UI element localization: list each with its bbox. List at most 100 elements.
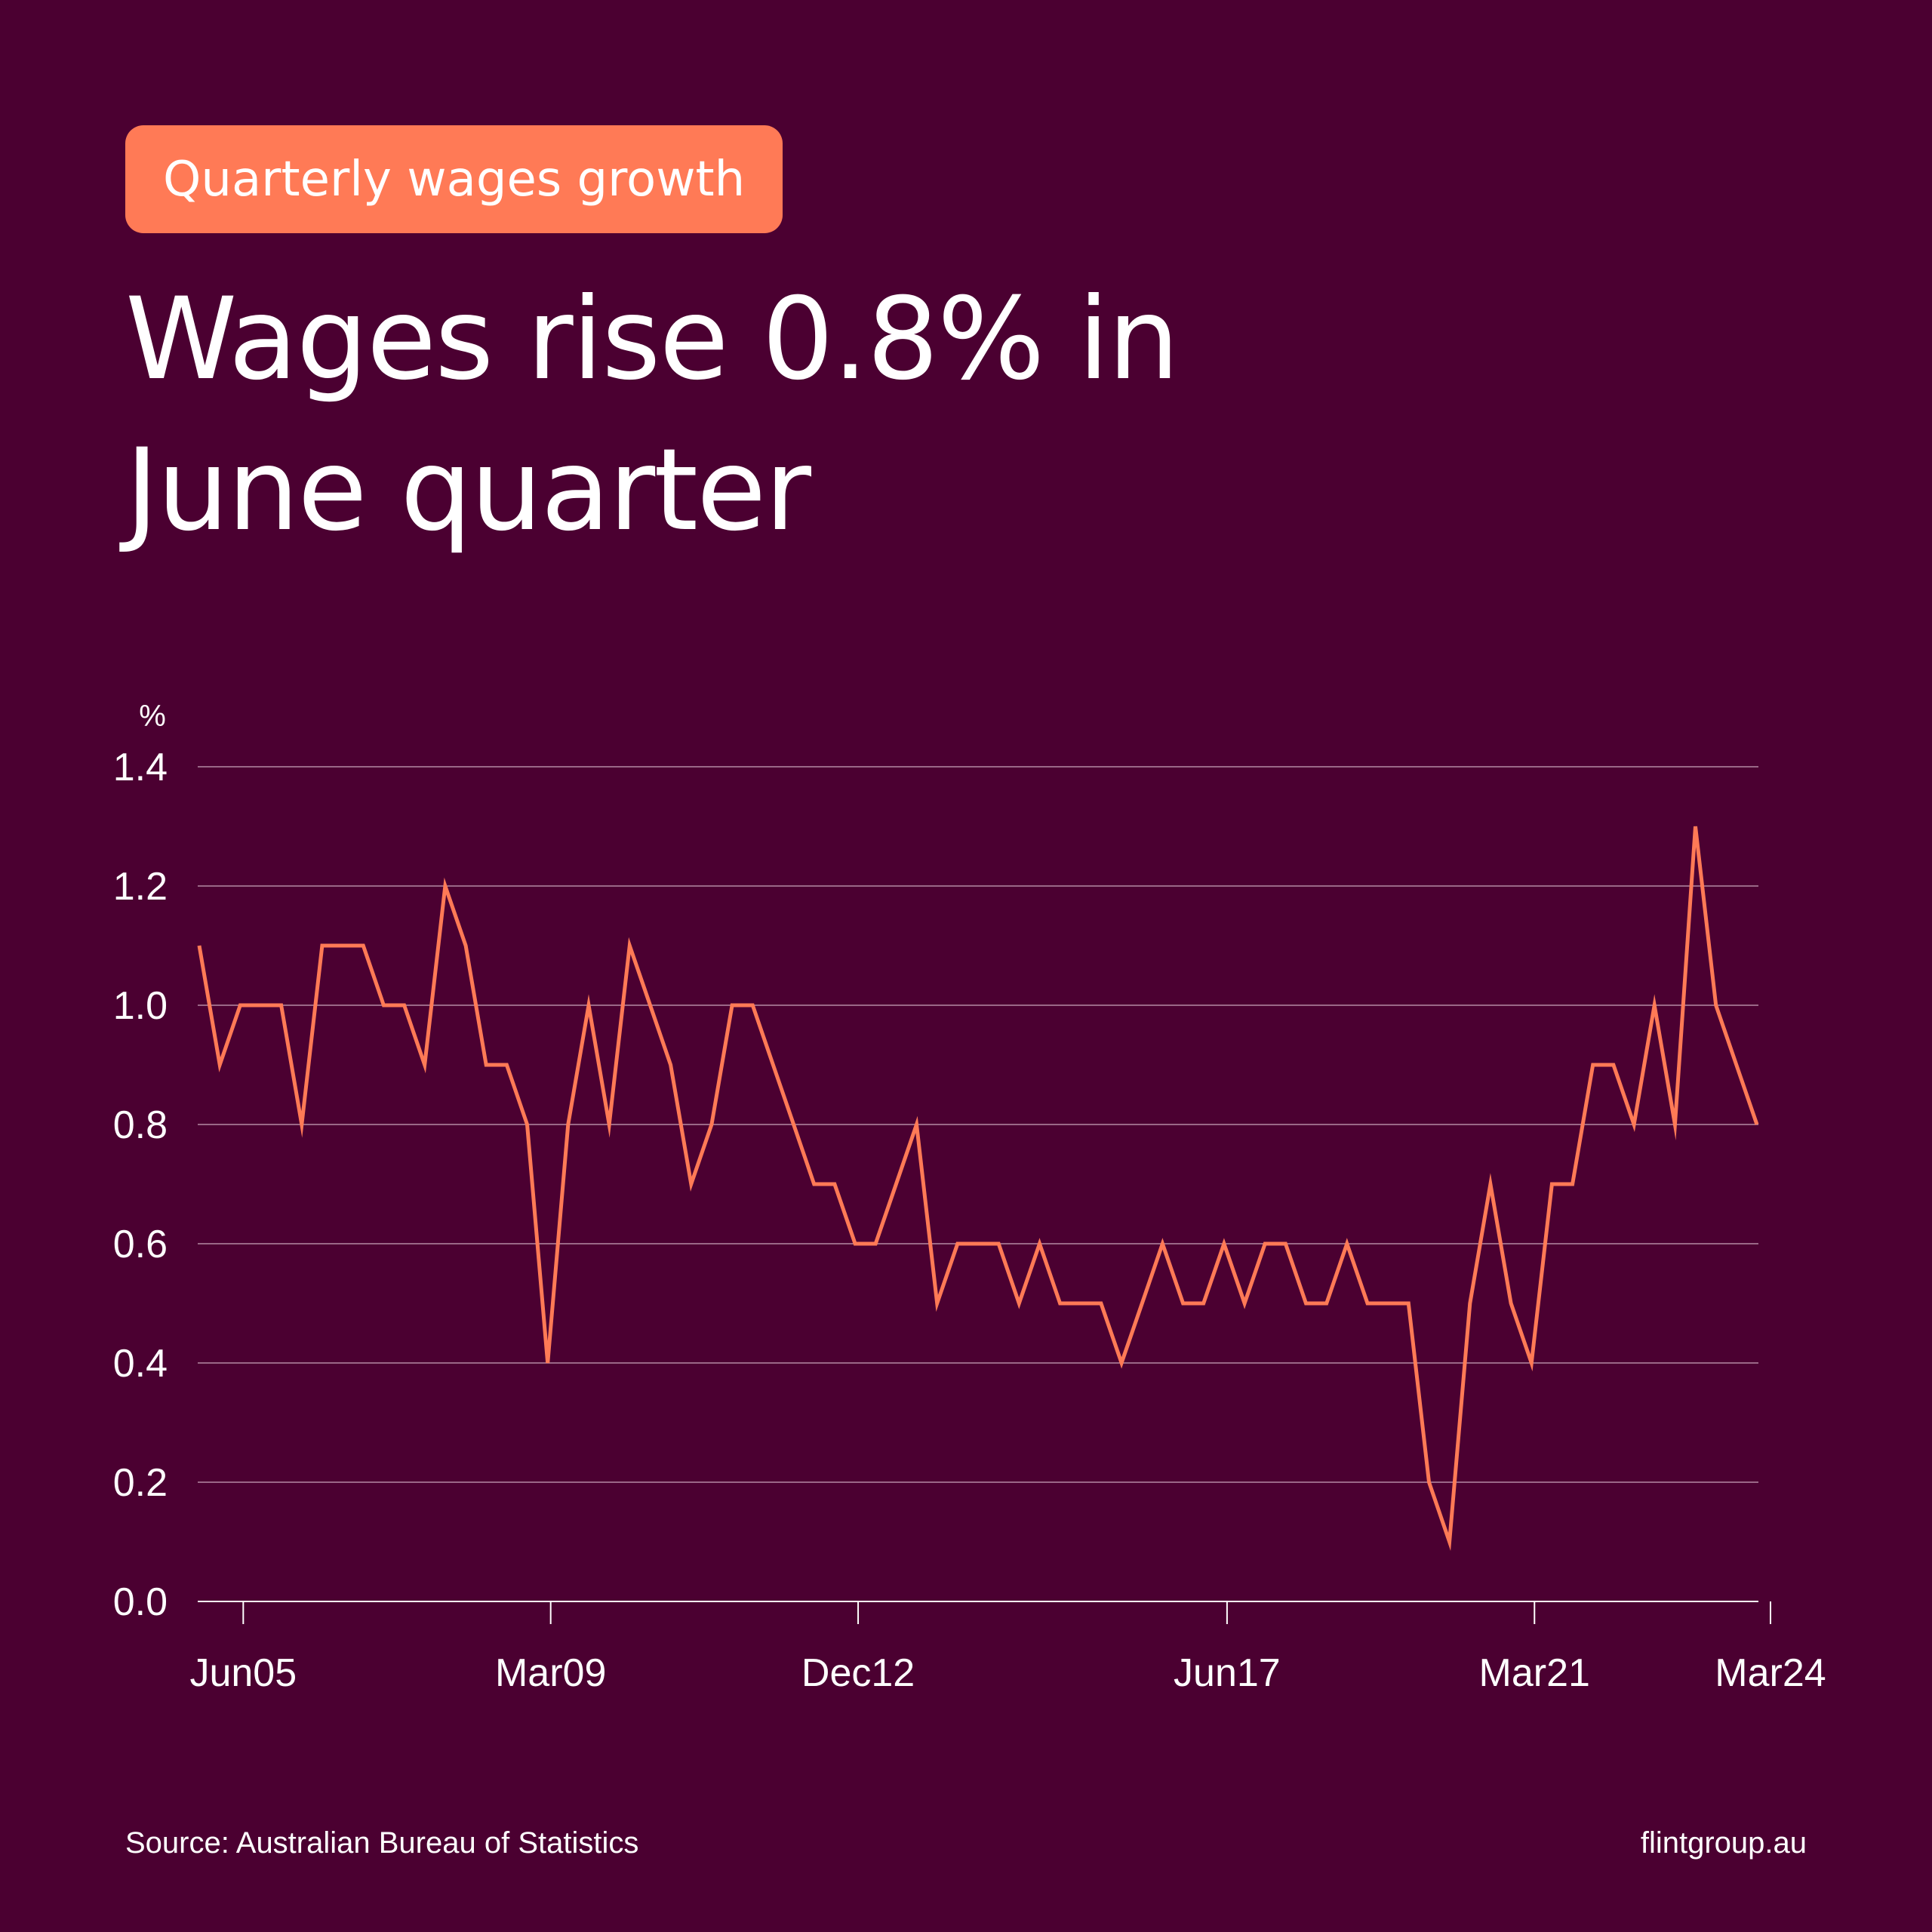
data-point <box>1345 1241 1349 1246</box>
y-tick-label: 1.0 <box>113 984 168 1028</box>
page-title: Wages rise 0.8% in June quarter <box>125 264 1786 566</box>
data-point <box>1529 1361 1534 1365</box>
data-point <box>730 1003 734 1008</box>
x-tick-label: Mar21 <box>1479 1651 1590 1695</box>
data-point <box>1017 1301 1021 1306</box>
data-point <box>894 1182 898 1186</box>
x-tick-label: Mar09 <box>495 1651 606 1695</box>
axis-layer: 0.0 0.2 0.4 0.6 0.8 1.0 1.2 1.4% Jun05 Mar09 Dec12… <box>113 700 1826 1695</box>
data-point <box>423 1063 427 1067</box>
data-point <box>832 1182 837 1186</box>
data-point <box>607 1122 611 1127</box>
data-point <box>1672 1122 1677 1127</box>
data-point <box>750 1003 755 1008</box>
data-point <box>915 1122 919 1127</box>
data-point <box>771 1063 775 1067</box>
data-point <box>1263 1241 1267 1246</box>
data-point <box>1549 1182 1554 1186</box>
title-line-1: Wages rise 0.8% in <box>125 274 1180 405</box>
site-link[interactable]: flintgroup.au <box>1640 1826 1807 1860</box>
data-point <box>1181 1301 1186 1306</box>
data-point <box>1304 1301 1309 1306</box>
data-point <box>873 1241 878 1246</box>
data-point <box>402 1003 407 1008</box>
data-point <box>1611 1063 1616 1067</box>
data-point <box>1571 1182 1575 1186</box>
data-point <box>648 1003 652 1008</box>
series-line-wages-growth <box>197 826 1759 1552</box>
data-point <box>238 1003 242 1008</box>
y-tick-label: 0.8 <box>113 1103 168 1147</box>
data-point <box>300 1122 304 1127</box>
data-point <box>1426 1480 1431 1484</box>
data-point <box>1058 1301 1063 1306</box>
data-point <box>525 1122 530 1127</box>
data-point <box>1406 1301 1411 1306</box>
data-point <box>484 1063 488 1067</box>
x-tick-label: Mar24 <box>1715 1651 1826 1695</box>
y-tick-label: 0.2 <box>113 1461 168 1505</box>
data-point <box>1386 1301 1390 1306</box>
source-note: Source: Australian Bureau of Statistics <box>125 1826 639 1860</box>
data-point <box>853 1241 857 1246</box>
data-point <box>320 943 325 948</box>
data-point <box>1201 1301 1206 1306</box>
data-point <box>689 1182 694 1186</box>
data-point <box>586 1003 591 1008</box>
data-point <box>709 1122 714 1127</box>
data-point <box>935 1301 940 1306</box>
data-point <box>1468 1301 1472 1306</box>
data-point <box>504 1063 509 1067</box>
category-badge: Quarterly wages growth <box>125 125 783 233</box>
data-point <box>1140 1301 1144 1306</box>
data-point <box>1447 1540 1452 1544</box>
x-tick-label: Jun05 <box>189 1651 297 1695</box>
x-tick-label: Jun17 <box>1174 1651 1281 1695</box>
data-point <box>546 1361 550 1365</box>
data-point <box>1652 1003 1657 1008</box>
data-point <box>197 943 202 948</box>
data-point <box>627 943 632 948</box>
data-point <box>996 1241 1001 1246</box>
data-point <box>1242 1301 1247 1306</box>
data-point <box>566 1122 571 1127</box>
y-tick-label: 0.4 <box>113 1342 168 1386</box>
data-point <box>1222 1241 1226 1246</box>
y-tick-label: 1.2 <box>113 865 168 909</box>
y-tick-label: 0.0 <box>113 1580 168 1624</box>
title-line-2: June quarter <box>125 425 811 556</box>
data-point <box>1694 824 1698 829</box>
data-point <box>1283 1241 1287 1246</box>
data-point <box>258 1003 263 1008</box>
series-layer <box>197 824 1759 1552</box>
data-point <box>1160 1241 1164 1246</box>
y-tick-label: 0.6 <box>113 1223 168 1266</box>
y-tick-label: 1.4 <box>113 746 168 789</box>
data-point <box>443 884 448 888</box>
data-point <box>217 1063 222 1067</box>
data-point <box>1488 1182 1493 1186</box>
data-point <box>340 943 345 948</box>
data-point <box>463 943 468 948</box>
data-point <box>1632 1122 1636 1127</box>
data-point <box>1324 1301 1329 1306</box>
data-point <box>1037 1241 1041 1246</box>
data-point <box>1755 1122 1759 1127</box>
data-point <box>669 1063 673 1067</box>
data-point <box>1365 1301 1370 1306</box>
data-point <box>1099 1301 1103 1306</box>
data-point <box>381 1003 386 1008</box>
y-axis-unit-label: % <box>139 700 166 733</box>
data-point <box>955 1241 960 1246</box>
data-point <box>976 1241 980 1246</box>
data-point <box>1078 1301 1083 1306</box>
data-point <box>1119 1361 1124 1365</box>
data-point <box>1714 1003 1718 1008</box>
data-point <box>279 1003 284 1008</box>
grid-layer <box>198 766 1758 1602</box>
data-point <box>1734 1063 1739 1067</box>
data-point <box>1591 1063 1595 1067</box>
data-point <box>792 1122 796 1127</box>
